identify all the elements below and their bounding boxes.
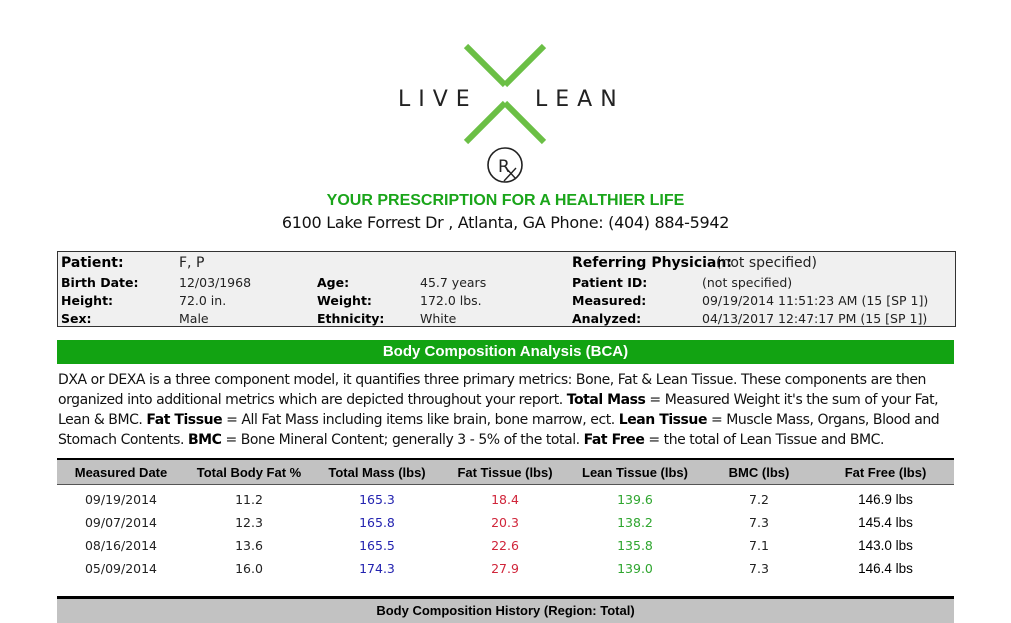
desc-text: = Muscle Mass, Organs, Blood and Stomach… — [58, 412, 940, 448]
patient-info-box: Patient: F, P Referring Physician: (not … — [57, 251, 956, 327]
term-fat-free: Fat Free — [583, 432, 645, 448]
bca-section-title: Body Composition Analysis (BCA) — [57, 340, 954, 364]
cell-fat-free: 146.9 lbs — [858, 492, 913, 507]
desc-text: = the total of Lean Tissue and BMC. — [644, 432, 884, 448]
referring-physician-value: (not specified) — [716, 255, 818, 271]
cell-bmc: 7.3 — [749, 515, 769, 530]
height-value: 72.0 in. — [179, 293, 227, 308]
tagline: YOUR PRESCRIPTION FOR A HEALTHIER LIFE — [326, 192, 685, 209]
measured-label: Measured: — [572, 293, 647, 308]
col-total-mass: Total Mass (lbs) — [328, 464, 426, 480]
table-row: 05/09/2014 16.0 174.3 27.9 139.0 7.3 146… — [57, 557, 954, 580]
cell-bmc: 7.3 — [749, 561, 769, 576]
desc-text: = Measured Weight it's the sum of your F… — [58, 392, 939, 428]
col-fat-tissue: Fat Tissue (lbs) — [457, 464, 553, 480]
live-lean-logo: R LIVE LEAN — [395, 40, 620, 190]
desc-text: = All Fat Mass including items like brai… — [222, 412, 619, 428]
col-total-body-fat: Total Body Fat % — [196, 464, 302, 480]
cell-total-mass: 165.8 — [359, 515, 395, 530]
history-section-title: Body Composition History (Region: Total) — [57, 596, 954, 623]
height-label: Height: — [61, 293, 114, 308]
measured-value: 09/19/2014 11:51:23 AM (15 [SP 1]) — [702, 293, 929, 308]
clinic-address: 6100 Lake Forrest Dr , Atlanta, GA Phone… — [281, 213, 730, 232]
ethnicity-value: White — [420, 311, 457, 326]
table-row: 09/19/2014 11.2 165.3 18.4 139.6 7.2 146… — [57, 488, 954, 511]
analyzed-value: 04/13/2017 12:47:17 PM (15 [SP 1]) — [702, 311, 928, 326]
desc-text: = Bone Mineral Content; generally 3 - 5%… — [221, 432, 584, 448]
cell-date: 09/07/2014 — [84, 515, 158, 530]
cell-total-mass: 174.3 — [359, 561, 395, 576]
logo-word-lean: LEAN — [535, 87, 625, 112]
patient-id-label: Patient ID: — [572, 275, 648, 290]
col-lean-tissue: Lean Tissue (lbs) — [582, 464, 688, 480]
cell-fat-free: 146.4 lbs — [858, 561, 913, 576]
cell-lean-tissue: 138.2 — [617, 515, 653, 530]
patient-label: Patient: — [61, 255, 124, 271]
cell-lean-tissue: 135.8 — [617, 538, 653, 553]
logo-word-live: LIVE — [398, 87, 478, 112]
ethnicity-label: Ethnicity: — [317, 311, 385, 326]
table-row: 08/16/2014 13.6 165.5 22.6 135.8 7.1 143… — [57, 534, 954, 557]
cell-body-fat: 12.3 — [235, 515, 263, 530]
term-total-mass: Total Mass — [566, 392, 646, 408]
x-mark-icon: R — [463, 43, 547, 183]
cell-date: 09/19/2014 — [84, 492, 158, 507]
cell-total-mass: 165.5 — [359, 538, 395, 553]
sex-label: Sex: — [61, 311, 92, 326]
bca-table: Measured Date Total Body Fat % Total Mas… — [57, 458, 954, 580]
term-bmc: BMC — [187, 432, 222, 448]
cell-bmc: 7.1 — [749, 538, 769, 553]
patient-value: F, P — [179, 255, 205, 271]
cell-fat-tissue: 18.4 — [491, 492, 519, 507]
bca-description: DXA or DEXA is a three component model, … — [58, 370, 958, 450]
sex-value: Male — [179, 311, 209, 326]
svg-text:R: R — [498, 157, 510, 177]
patient-id-value: (not specified) — [702, 275, 793, 290]
cell-date: 08/16/2014 — [84, 538, 158, 553]
cell-body-fat: 13.6 — [235, 538, 263, 553]
cell-fat-tissue: 22.6 — [491, 538, 519, 553]
cell-lean-tissue: 139.0 — [617, 561, 653, 576]
weight-label: Weight: — [317, 293, 372, 308]
col-measured-date: Measured Date — [74, 464, 168, 480]
col-bmc: BMC (lbs) — [728, 464, 790, 480]
term-lean-tissue: Lean Tissue — [618, 412, 708, 428]
cell-fat-tissue: 20.3 — [491, 515, 519, 530]
cell-date: 05/09/2014 — [84, 561, 158, 576]
birth-date-label: Birth Date: — [61, 275, 139, 290]
col-fat-free: Fat Free (lbs) — [844, 464, 927, 480]
birth-date-value: 12/03/1968 — [179, 275, 252, 290]
cell-fat-free: 143.0 lbs — [858, 538, 913, 553]
age-value: 45.7 years — [420, 275, 487, 290]
cell-bmc: 7.2 — [749, 492, 769, 507]
referring-physician-label: Referring Physician: — [572, 255, 732, 271]
table-row: 09/07/2014 12.3 165.8 20.3 138.2 7.3 145… — [57, 511, 954, 534]
desc-text: DXA or DEXA is a three component model, … — [58, 372, 926, 408]
term-fat-tissue: Fat Tissue — [146, 412, 223, 428]
cell-total-mass: 165.3 — [359, 492, 395, 507]
cell-fat-tissue: 27.9 — [491, 561, 519, 576]
cell-lean-tissue: 139.6 — [617, 492, 653, 507]
cell-fat-free: 145.4 lbs — [858, 515, 913, 530]
table-header: Measured Date Total Body Fat % Total Mas… — [57, 458, 954, 485]
age-label: Age: — [317, 275, 350, 290]
cell-body-fat: 11.2 — [235, 492, 263, 507]
weight-value: 172.0 lbs. — [420, 293, 482, 308]
cell-body-fat: 16.0 — [235, 561, 263, 576]
analyzed-label: Analyzed: — [572, 311, 642, 326]
